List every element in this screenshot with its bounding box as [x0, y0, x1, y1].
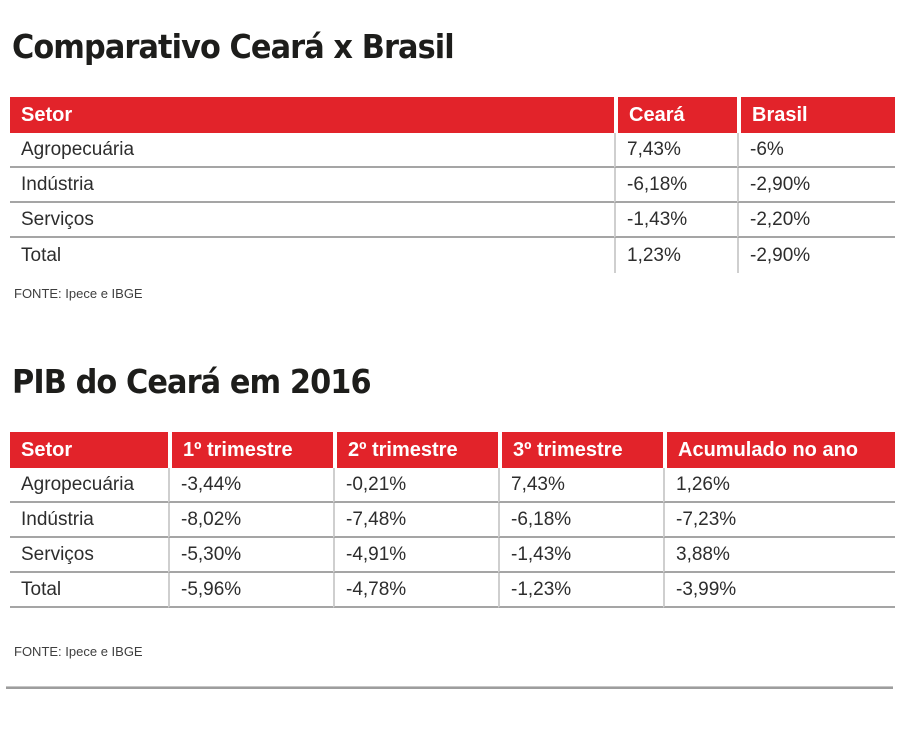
row-label: Total — [21, 244, 62, 266]
pib-table: Setor 1º trimestre 2º trimestre 3º trime… — [10, 432, 895, 608]
row-label: Agropecuária — [10, 133, 614, 168]
column-header-q1: 1º trimestre — [168, 432, 333, 468]
column-header-setor: Setor — [10, 97, 614, 133]
value-cell: -7,23% — [663, 503, 895, 538]
value-cell: -2,90% — [737, 168, 895, 203]
table-row: Agropecuária -3,44% -0,21% 7,43% 1,26% — [10, 468, 895, 503]
value-cell: -7,48% — [333, 503, 498, 538]
value-cell: -8,02% — [168, 503, 333, 538]
table-row: Agropecuária 7,43% -6% — [10, 133, 895, 168]
column-header-brasil: Brasil — [737, 97, 895, 133]
value-cell: 1,23% — [614, 238, 737, 273]
value-cell: 3,88% — [663, 538, 895, 573]
infographic: Comparativo Ceará x Brasil Setor Ceará B… — [0, 28, 900, 689]
value-cell: -5,30% — [168, 538, 333, 573]
value-cell: -1,43% — [614, 203, 737, 238]
row-label: Agropecuária — [10, 468, 168, 503]
header-row: Setor 1º trimestre 2º trimestre 3º trime… — [10, 432, 895, 468]
value-cell: -3,44% — [168, 468, 333, 503]
row-label: Indústria — [10, 168, 614, 203]
row-label: Indústria — [10, 503, 168, 538]
source-note: FONTE: Ipece e IBGE — [14, 286, 143, 301]
pib-table-body: Agropecuária -3,44% -0,21% 7,43% 1,26% I… — [10, 468, 895, 608]
comparativo-table: Setor Ceará Brasil Agropecuária 7,43% -6… — [10, 97, 895, 273]
value-cell: -4,78% — [333, 573, 498, 608]
value-cell: -1,23% — [498, 573, 663, 608]
table-row: Serviços -5,30% -4,91% -1,43% 3,88% — [10, 538, 895, 573]
column-header-setor: Setor — [10, 432, 168, 468]
value-cell: -3,99% — [663, 573, 895, 608]
value-cell: -2,90% — [737, 238, 895, 273]
table-row: Serviços -1,43% -2,20% — [10, 203, 895, 238]
value-cell: -1,43% — [498, 538, 663, 573]
column-header-acumulado: Acumulado no ano — [663, 432, 895, 468]
value-cell: -4,91% — [333, 538, 498, 573]
row-label: Total — [10, 573, 168, 608]
value-cell: 1,26% — [663, 468, 895, 503]
row-label: Serviços — [10, 203, 614, 238]
value-cell: -6,18% — [614, 168, 737, 203]
pib-table-header: Setor 1º trimestre 2º trimestre 3º trime… — [10, 432, 895, 468]
value-cell: -0,21% — [333, 468, 498, 503]
table1-title: Comparativo Ceará x Brasil — [12, 27, 455, 66]
column-header-ceara: Ceará — [614, 97, 737, 133]
value-cell: -2,20% — [737, 203, 895, 238]
table-row: Total -5,96% -4,78% -1,23% -3,99% — [10, 573, 895, 608]
row-label: Serviços — [10, 538, 168, 573]
table2-title: PIB do Ceará em 2016 — [12, 362, 372, 401]
table-row: Indústria -6,18% -2,90% — [10, 168, 895, 203]
value-cell: 7,43% — [614, 133, 737, 168]
column-header-q2: 2º trimestre — [333, 432, 498, 468]
column-header-q3: 3º trimestre — [498, 432, 663, 468]
value-cell: -5,96% — [168, 573, 333, 608]
value-cell: 7,43% — [498, 468, 663, 503]
table-row: Total 1,23% -2,90% — [10, 238, 895, 273]
comparativo-table-body: Agropecuária 7,43% -6% Indústria -6,18% … — [10, 133, 895, 273]
comparativo-table-header: Setor Ceará Brasil — [10, 97, 895, 133]
table-row: Indústria -8,02% -7,48% -6,18% -7,23% — [10, 503, 895, 538]
header-row: Setor Ceará Brasil — [10, 97, 895, 133]
source-note: FONTE: Ipece e IBGE — [14, 644, 143, 659]
bottom-rule-divider — [6, 686, 893, 689]
value-cell: -6,18% — [498, 503, 663, 538]
value-cell: -6% — [737, 133, 895, 168]
